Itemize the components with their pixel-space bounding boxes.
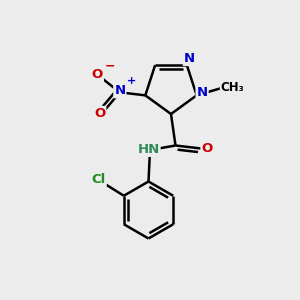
Text: N: N — [196, 86, 208, 99]
Text: CH₃: CH₃ — [221, 81, 244, 94]
Text: Cl: Cl — [92, 173, 106, 186]
Text: HN: HN — [137, 143, 160, 156]
Text: −: − — [104, 59, 115, 72]
Text: O: O — [92, 68, 103, 81]
Text: O: O — [201, 142, 213, 155]
Text: N: N — [184, 52, 195, 65]
Text: N: N — [114, 84, 125, 97]
Text: +: + — [126, 76, 136, 86]
Text: O: O — [94, 107, 105, 120]
